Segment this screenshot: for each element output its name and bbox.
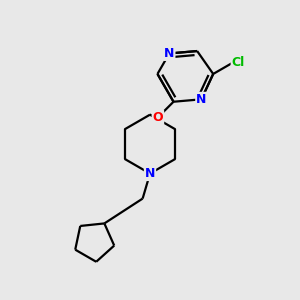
Text: O: O: [153, 111, 163, 124]
Text: N: N: [196, 93, 207, 106]
Text: Cl: Cl: [232, 56, 245, 69]
Text: N: N: [145, 167, 155, 180]
Text: N: N: [164, 47, 175, 60]
